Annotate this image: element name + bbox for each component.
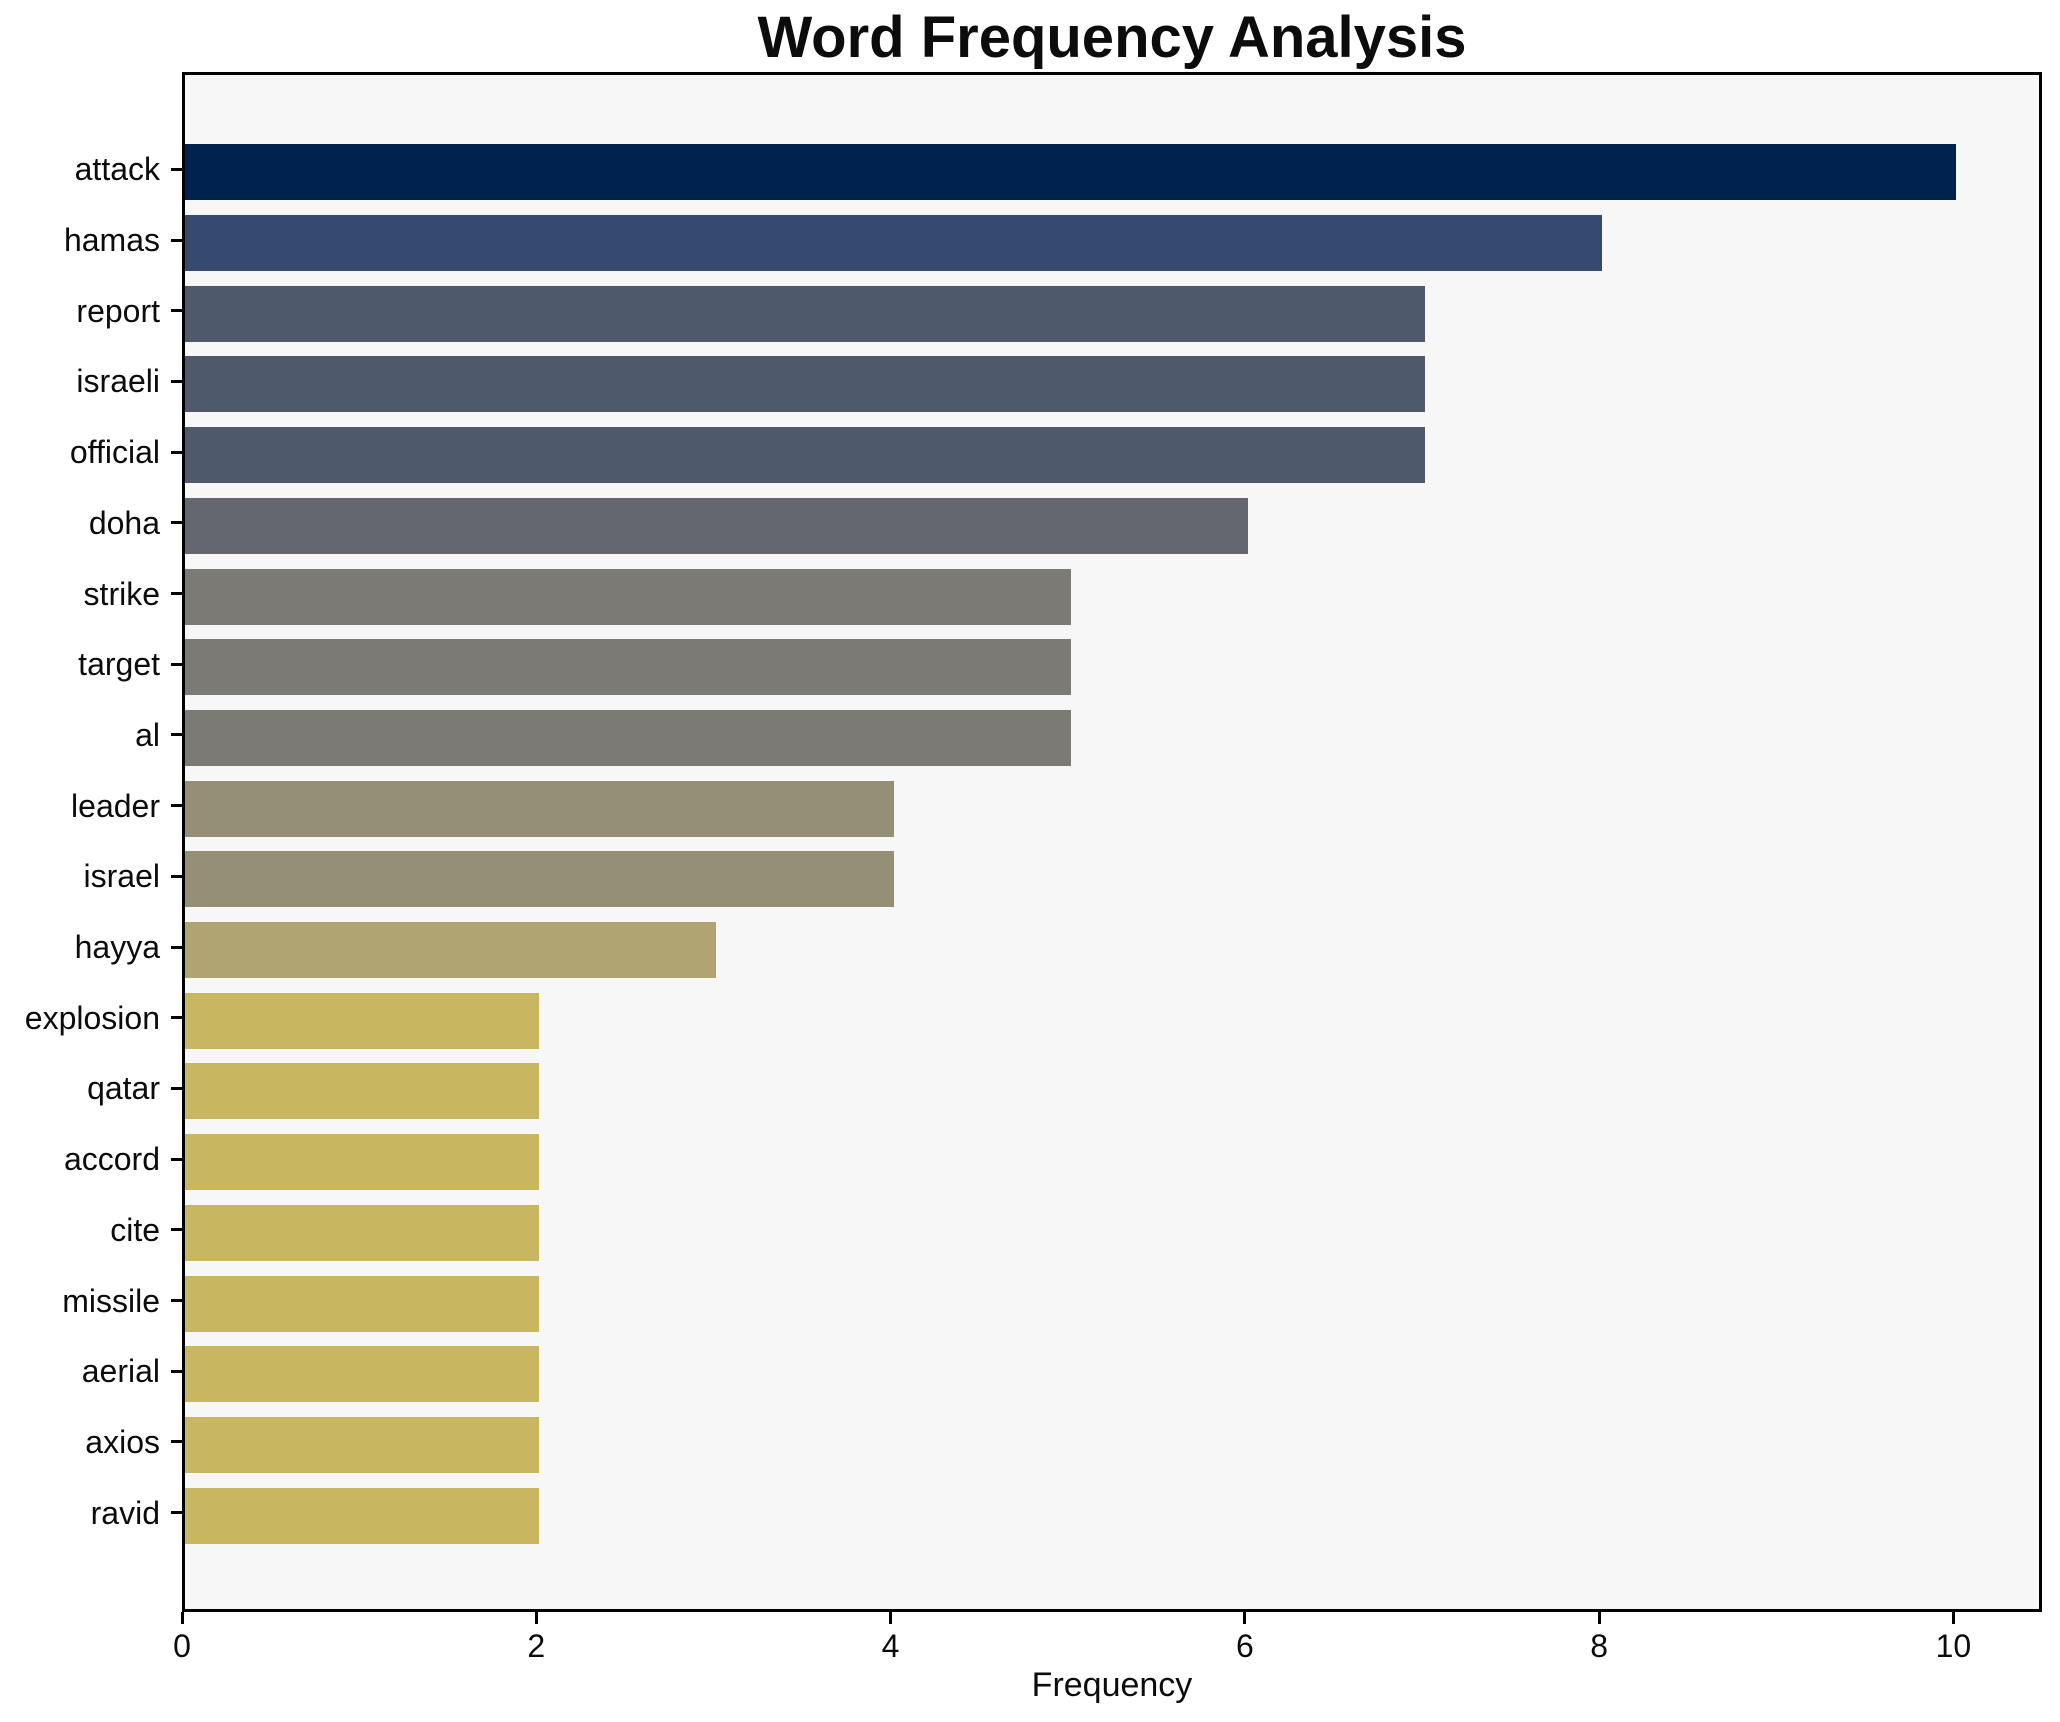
bar-missile xyxy=(185,1275,540,1332)
bar-ravid xyxy=(185,1487,540,1544)
y-tick-mark-strike xyxy=(171,592,182,596)
y-tick-mark-israel xyxy=(171,874,182,878)
bar-hayya xyxy=(185,922,717,979)
bar-leader xyxy=(185,780,894,837)
y-tick-mark-israeli xyxy=(171,379,182,383)
y-tick-label-official: official xyxy=(69,434,160,471)
bar-target xyxy=(185,639,1071,696)
y-tick-mark-leader xyxy=(171,804,182,808)
y-tick-mark-qatar xyxy=(171,1086,182,1090)
y-tick-mark-axios xyxy=(171,1440,182,1444)
y-tick-mark-target xyxy=(171,662,182,666)
y-tick-label-al: al xyxy=(135,716,160,753)
y-tick-label-target: target xyxy=(78,646,160,683)
bar-official xyxy=(185,427,1425,484)
x-tick-label-4: 4 xyxy=(881,1628,900,1664)
bar-axios xyxy=(185,1416,540,1473)
x-tick-label-8: 8 xyxy=(1590,1628,1609,1664)
y-tick-label-explosion: explosion xyxy=(24,999,160,1036)
bars-layer xyxy=(185,75,2039,1609)
y-tick-label-israeli: israeli xyxy=(76,363,160,400)
y-tick-mark-doha xyxy=(171,521,182,525)
y-tick-label-hamas: hamas xyxy=(63,222,160,259)
y-tick-label-missile: missile xyxy=(62,1282,160,1319)
x-tick-label-10: 10 xyxy=(1935,1628,1972,1664)
y-tick-label-leader: leader xyxy=(71,787,160,824)
y-tick-mark-official xyxy=(171,450,182,454)
x-tick-mark-0 xyxy=(180,1612,184,1624)
bar-aerial xyxy=(185,1346,540,1403)
y-tick-mark-ravid xyxy=(171,1511,182,1515)
x-tick-mark-2 xyxy=(534,1612,538,1624)
x-tick-mark-8 xyxy=(1597,1612,1601,1624)
bar-strike xyxy=(185,568,1071,625)
y-tick-label-attack: attack xyxy=(74,151,160,188)
x-tick-label-0: 0 xyxy=(173,1628,191,1664)
y-tick-label-strike: strike xyxy=(83,575,160,612)
x-tick-mark-4 xyxy=(889,1612,893,1624)
bar-al xyxy=(185,709,1071,766)
y-tick-mark-missile xyxy=(171,1299,182,1303)
y-tick-label-hayya: hayya xyxy=(74,929,160,966)
x-tick-mark-10 xyxy=(1951,1612,1955,1624)
x-tick-label-6: 6 xyxy=(1235,1628,1254,1664)
bar-hamas xyxy=(185,215,1603,272)
y-tick-label-cite: cite xyxy=(110,1211,160,1248)
y-tick-mark-hayya xyxy=(171,945,182,949)
y-tick-label-qatar: qatar xyxy=(87,1070,160,1107)
bar-doha xyxy=(185,497,1248,554)
y-tick-mark-accord xyxy=(171,1157,182,1161)
y-tick-mark-explosion xyxy=(171,1016,182,1020)
plot-area xyxy=(182,72,2042,1612)
bar-qatar xyxy=(185,1063,540,1120)
bar-attack xyxy=(185,144,1957,201)
y-tick-label-doha: doha xyxy=(88,504,160,541)
bar-explosion xyxy=(185,992,540,1049)
y-tick-label-ravid: ravid xyxy=(90,1494,160,1531)
bar-israel xyxy=(185,851,894,908)
bar-cite xyxy=(185,1204,540,1261)
x-tick-label-2: 2 xyxy=(527,1628,546,1664)
bar-israeli xyxy=(185,356,1425,413)
bar-accord xyxy=(185,1134,540,1191)
y-tick-mark-al xyxy=(171,733,182,737)
y-tick-mark-aerial xyxy=(171,1369,182,1373)
y-tick-mark-hamas xyxy=(171,238,182,242)
x-axis-title: Frequency xyxy=(1031,1666,1193,1704)
bar-report xyxy=(185,285,1425,342)
x-tick-mark-6 xyxy=(1243,1612,1247,1624)
y-tick-mark-cite xyxy=(171,1228,182,1232)
y-tick-label-accord: accord xyxy=(63,1141,160,1178)
y-tick-label-report: report xyxy=(76,292,160,329)
y-tick-label-israel: israel xyxy=(83,858,160,895)
y-tick-mark-report xyxy=(171,309,182,313)
y-tick-label-aerial: aerial xyxy=(81,1353,160,1390)
chart-title: Word Frequency Analysis xyxy=(757,5,1467,70)
y-tick-label-axios: axios xyxy=(85,1423,160,1460)
y-tick-mark-attack xyxy=(171,167,182,171)
